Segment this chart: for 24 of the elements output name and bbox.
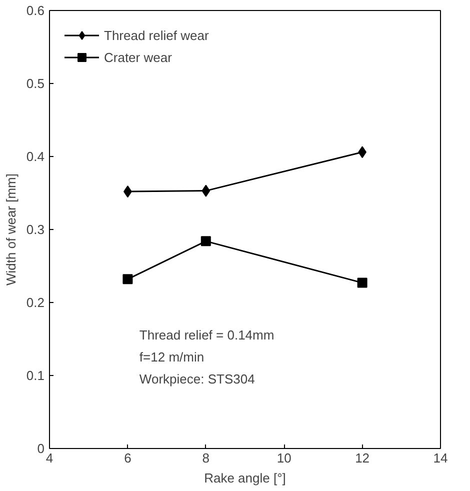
- x-axis-title: Rake angle [°]: [204, 470, 286, 486]
- annotation: Workpiece: STS304: [139, 371, 255, 386]
- y-axis-title: Width of wear [mm]: [3, 174, 18, 286]
- point: [200, 236, 211, 246]
- x-tick-label: 12: [355, 450, 370, 466]
- x-tick-label: 4: [46, 450, 54, 466]
- annotation: Thread relief = 0.14mm: [139, 328, 274, 343]
- x-tick-label: 14: [433, 450, 448, 466]
- legend-label: Thread relief wear: [104, 28, 209, 42]
- y-tick-label: 0.1: [26, 368, 45, 383]
- y-tick-label: 0.6: [26, 3, 45, 18]
- annotation: f=12 m/min: [139, 350, 204, 365]
- x-tick-label: 10: [276, 450, 292, 466]
- x-tick-label: 8: [202, 450, 210, 466]
- legend-label: Crater wear: [104, 50, 172, 64]
- x-tick-label: 6: [124, 450, 132, 466]
- y-tick-label: 0: [37, 441, 45, 456]
- y-tick-label: 0.5: [26, 76, 45, 91]
- point: [202, 184, 210, 197]
- y-tick-label: 0.3: [26, 222, 45, 237]
- y-tick-label: 0.2: [26, 295, 45, 310]
- point: [122, 274, 133, 284]
- y-tick-label: 0.4: [26, 149, 45, 164]
- point: [357, 278, 368, 288]
